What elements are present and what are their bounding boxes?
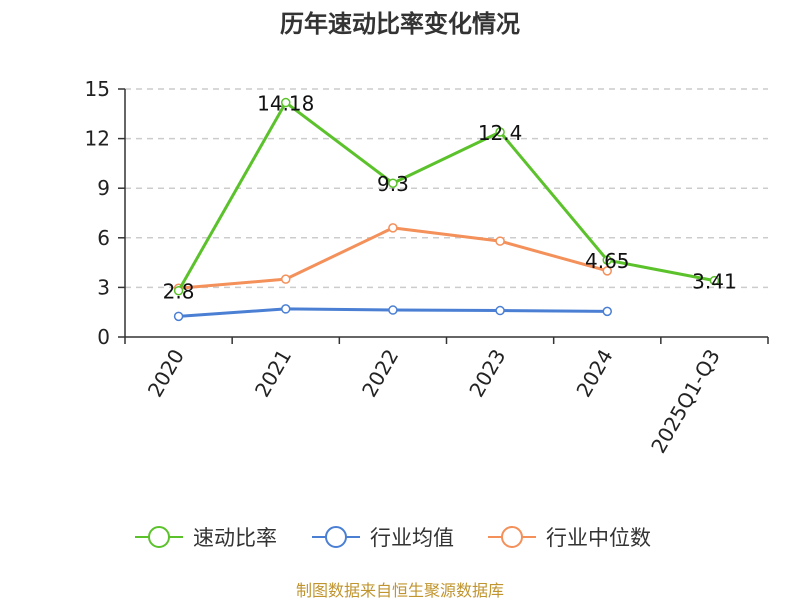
data-point: [173, 285, 184, 296]
data-point: [281, 97, 291, 108]
y-tick-label: 9: [97, 176, 110, 200]
axes: 0 3 6 9 12 15 2020 2021 2022 2023 2024 2025Q1-Q3: [85, 77, 769, 457]
source-note: 制图数据来自恒生聚源数据库: [295, 581, 504, 600]
x-tick-label: 2021: [250, 345, 296, 401]
grid-lines: [125, 88, 768, 289]
data-point: [388, 223, 398, 233]
series-line: [178, 226, 608, 290]
series-lines: [173, 97, 720, 322]
x-tick-label: 2023: [464, 345, 510, 401]
data-point: [602, 266, 612, 276]
data-point: [495, 305, 505, 316]
x-tick-label: 2024: [571, 345, 617, 401]
series-line: [177, 101, 715, 292]
x-tick-label: 2025Q1-Q3: [646, 345, 725, 457]
data-label: 12.4: [478, 121, 523, 145]
data-point: [602, 306, 612, 317]
legend-marker: [148, 526, 170, 548]
y-tick-label: 3: [97, 275, 110, 299]
data-point: [281, 304, 291, 314]
data-point: [173, 311, 184, 322]
legend-marker: [501, 526, 523, 548]
data-point: [709, 275, 720, 286]
x-tick-label: 2020: [143, 345, 189, 401]
data-labels: 2.8 14.18 9.3 12.4 4.65 3.41: [163, 92, 737, 304]
data-label: 9.3: [377, 172, 409, 196]
y-tick-label: 0: [97, 325, 110, 349]
legend-label: 行业均值: [370, 526, 454, 550]
data-point: [388, 305, 398, 315]
data-label: 14.18: [257, 92, 314, 116]
data-label: 3.41: [692, 270, 737, 294]
data-point: [602, 255, 612, 265]
data-label: 2.8: [163, 280, 195, 304]
data-point: [388, 178, 398, 188]
x-tick-label: 2022: [357, 345, 403, 401]
data-point: [495, 127, 505, 137]
data-point: [281, 274, 291, 284]
legend-label: 速动比率: [193, 526, 277, 550]
chart-title: 历年速动比率变化情况: [280, 10, 520, 38]
data-label: 4.65: [585, 249, 630, 273]
y-tick-label: 12: [85, 127, 110, 151]
data-point: [495, 236, 505, 246]
legend-marker: [325, 526, 347, 548]
y-tick-label: 15: [85, 77, 110, 101]
legend-label: 行业中位数: [546, 526, 651, 550]
y-tick-label: 6: [97, 226, 110, 250]
legend: 速动比率 行业均值 行业中位数: [135, 526, 651, 550]
